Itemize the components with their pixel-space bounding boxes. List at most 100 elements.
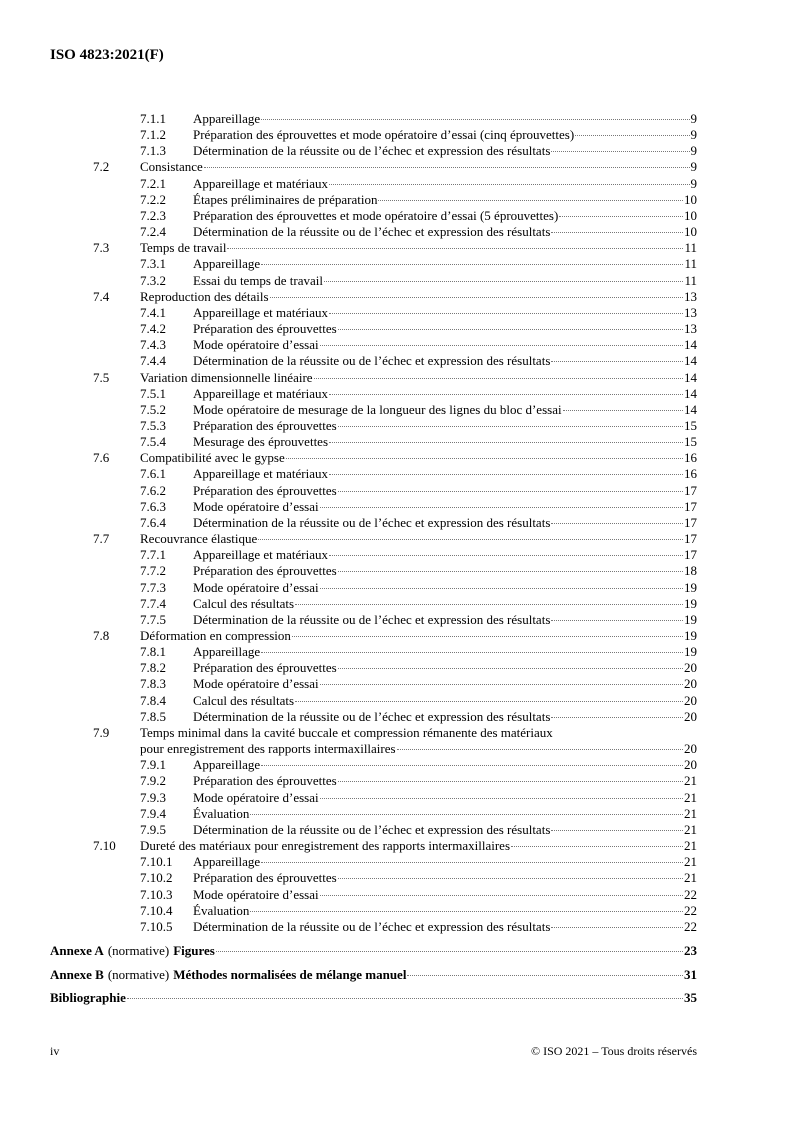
toc-entry[interactable]: 7.4.2 Préparation des éprouvettes 13 bbox=[50, 321, 697, 337]
toc-entry[interactable]: 7.10.4 Évaluation 22 bbox=[50, 903, 697, 919]
toc-entry[interactable]: 7.1.2 Préparation des éprouvettes et mode… bbox=[50, 127, 697, 143]
toc-entry-continuation[interactable]: pour enregistrement des rapports interma… bbox=[50, 741, 697, 757]
section-title: Préparation des éprouvettes bbox=[193, 321, 337, 337]
section-title: Mode opératoire de mesurage de la longue… bbox=[193, 401, 562, 417]
toc-entry[interactable]: 7.7.1 Appareillage et matériaux 17 bbox=[50, 547, 697, 563]
toc-entry[interactable]: 7.2.3 Préparation des éprouvettes et mode… bbox=[50, 208, 697, 224]
section-title: Essai du temps de travail bbox=[193, 272, 323, 288]
toc-entry[interactable]: 7.6 Compatibilité avec le gypse 16 bbox=[50, 450, 697, 466]
annex-entry[interactable]: Annexe B (normative) Méthodes normalisées … bbox=[50, 963, 697, 987]
section-title: Détermination de la réussite ou de l’éch… bbox=[193, 918, 551, 934]
toc-entry[interactable]: 7.5.3 Préparation des éprouvettes 15 bbox=[50, 418, 697, 434]
toc-entry[interactable]: 7.2.4 Détermination de la réussite ou de … bbox=[50, 224, 697, 240]
section-number: 7.7 bbox=[93, 531, 110, 547]
toc-entry[interactable]: 7.8.1 Appareillage 19 bbox=[50, 644, 697, 660]
section-title: Mode opératoire d’essai bbox=[193, 676, 319, 692]
toc-entry[interactable]: 7.7 Recouvrance élastique 17 bbox=[50, 531, 697, 547]
toc-entry[interactable]: 7.3.1 Appareillage 11 bbox=[50, 256, 697, 272]
dot-leader bbox=[551, 361, 683, 363]
page-ref: 21 bbox=[684, 854, 697, 870]
toc-entry[interactable]: 7.2.2 Étapes préliminaires de préparation… bbox=[50, 192, 697, 208]
toc-entry[interactable]: 7.7.2 Préparation des éprouvettes 18 bbox=[50, 563, 697, 579]
page-ref: 20 bbox=[684, 741, 697, 757]
toc-entry[interactable]: 7.6.1 Appareillage et matériaux 16 bbox=[50, 466, 697, 482]
toc-entry[interactable]: 7.4.4 Détermination de la réussite ou de … bbox=[50, 353, 697, 369]
page-ref: 13 bbox=[684, 304, 697, 320]
toc-entry[interactable]: 7.10.2 Préparation des éprouvettes 21 bbox=[50, 870, 697, 886]
toc-entry[interactable]: 7.3 Temps de travail 11 bbox=[50, 240, 697, 256]
dot-leader bbox=[329, 555, 683, 557]
dot-leader bbox=[319, 894, 683, 896]
toc-entry[interactable]: 7.6.2 Préparation des éprouvettes 17 bbox=[50, 483, 697, 499]
toc-entry[interactable]: 7.2.1 Appareillage et matériaux 9 bbox=[50, 176, 697, 192]
section-title: Préparation des éprouvettes bbox=[193, 660, 337, 676]
toc-entry[interactable]: 7.9.4 Évaluation 21 bbox=[50, 806, 697, 822]
toc-entry[interactable]: 7.5.2 Mode opératoire de mesurage de la l… bbox=[50, 402, 697, 418]
toc-entry[interactable]: 7.7.3 Mode opératoire d’essai 19 bbox=[50, 580, 697, 596]
annex-label: Annexe B bbox=[50, 966, 104, 982]
section-number: 7.3 bbox=[93, 240, 110, 256]
section-title: Préparation des éprouvettes bbox=[193, 563, 337, 579]
page-ref: 11 bbox=[684, 272, 697, 288]
toc-entry[interactable]: 7.8.3 Mode opératoire d’essai 20 bbox=[50, 676, 697, 692]
page-ref: 14 bbox=[684, 337, 697, 353]
section-title: Détermination de la réussite ou de l’éch… bbox=[193, 514, 551, 530]
toc-entry[interactable]: 7.10.3 Mode opératoire d’essai 22 bbox=[50, 887, 697, 903]
toc-entry[interactable]: 7.4 Reproduction des détails 13 bbox=[50, 289, 697, 305]
toc-entry[interactable]: 7.1.3 Détermination de la réussite ou de … bbox=[50, 143, 697, 159]
toc-entry[interactable]: 7.10 Dureté des matériaux pour enregistre… bbox=[50, 838, 697, 854]
dot-leader bbox=[511, 846, 683, 848]
toc-entry[interactable]: 7.6.4 Détermination de la réussite ou de … bbox=[50, 515, 697, 531]
dot-leader bbox=[323, 280, 684, 282]
page-ref: 21 bbox=[684, 789, 697, 805]
section-number: 7.6.4 bbox=[140, 514, 166, 530]
toc-entry[interactable]: 7.5.4 Mesurage des éprouvettes 15 bbox=[50, 434, 697, 450]
page-ref: 14 bbox=[684, 385, 697, 401]
toc-entry[interactable]: 7.4.3 Mode opératoire d’essai 14 bbox=[50, 337, 697, 353]
toc-entry[interactable]: 7.7.5 Détermination de la réussite ou de … bbox=[50, 612, 697, 628]
section-title: Mode opératoire d’essai bbox=[193, 789, 319, 805]
toc-entry[interactable]: 7.8.4 Calcul des résultats 20 bbox=[50, 693, 697, 709]
page-ref: 18 bbox=[684, 563, 697, 579]
toc-entry[interactable]: 7.9.3 Mode opératoire d’essai 21 bbox=[50, 790, 697, 806]
section-number: 7.4.2 bbox=[140, 321, 166, 337]
toc-entry[interactable]: 7.6.3 Mode opératoire d’essai 17 bbox=[50, 499, 697, 515]
toc-entry[interactable]: 7.8.5 Détermination de la réussite ou de … bbox=[50, 709, 697, 725]
toc-entry[interactable]: 7.10.5 Détermination de la réussite ou de… bbox=[50, 919, 697, 935]
section-title: Variation dimensionnelle linéaire bbox=[140, 369, 313, 385]
toc-entry[interactable]: 7.9.1 Appareillage 20 bbox=[50, 757, 697, 773]
section-number: 7.10.5 bbox=[140, 918, 173, 934]
toc-entry[interactable]: 7.9.5 Détermination de la réussite ou de … bbox=[50, 822, 697, 838]
section-title: Préparation des éprouvettes bbox=[193, 482, 337, 498]
dot-leader bbox=[215, 951, 683, 952]
section-number: 7.2.2 bbox=[140, 191, 166, 207]
section-number: 7.6 bbox=[93, 450, 110, 466]
toc-entry[interactable]: 7.4.1 Appareillage et matériaux 13 bbox=[50, 305, 697, 321]
section-title: Préparation des éprouvettes bbox=[193, 417, 337, 433]
toc-entry[interactable]: 7.10.1 Appareillage 21 bbox=[50, 854, 697, 870]
toc-entry[interactable]: 7.1.1 Appareillage 9 bbox=[50, 111, 697, 127]
section-number: 7.4.3 bbox=[140, 337, 166, 353]
toc-entry[interactable]: 7.3.2 Essai du temps de travail 11 bbox=[50, 273, 697, 289]
section-number: 7.5.3 bbox=[140, 417, 166, 433]
toc-entry[interactable]: 7.5.1 Appareillage et matériaux 14 bbox=[50, 386, 697, 402]
toc-entry[interactable]: 7.2 Consistance 9 bbox=[50, 159, 697, 175]
dot-leader bbox=[551, 716, 683, 718]
annex-entry[interactable]: Bibliographie 35 bbox=[50, 986, 697, 1010]
toc-entry[interactable]: 7.7.4 Calcul des résultats 19 bbox=[50, 596, 697, 612]
toc-entry[interactable]: 7.8 Déformation en compression 19 bbox=[50, 628, 697, 644]
section-title: Mode opératoire d’essai bbox=[193, 579, 319, 595]
toc-entry[interactable]: 7.9 Temps minimal dans la cavité buccale … bbox=[50, 725, 697, 741]
page-ref: 19 bbox=[684, 595, 697, 611]
toc-entry[interactable]: 7.5 Variation dimensionnelle linéaire 14 bbox=[50, 370, 697, 386]
toc-entry[interactable]: 7.8.2 Préparation des éprouvettes 20 bbox=[50, 660, 697, 676]
toc-entry[interactable]: 7.9.2 Préparation des éprouvettes 21 bbox=[50, 773, 697, 789]
dot-leader bbox=[337, 668, 683, 670]
section-title: Détermination de la réussite ou de l’éch… bbox=[193, 353, 551, 369]
table-of-contents: 7.1.1 Appareillage 9 7.1.2 Préparation des é… bbox=[50, 111, 697, 935]
page-ref: 20 bbox=[684, 708, 697, 724]
dot-leader bbox=[261, 119, 690, 120]
annex-entry[interactable]: Annexe A (normative) Figures 23 bbox=[50, 939, 697, 963]
copyright: © ISO 2021 – Tous droits réservés bbox=[530, 1044, 697, 1058]
section-number: 7.1.2 bbox=[140, 127, 166, 143]
